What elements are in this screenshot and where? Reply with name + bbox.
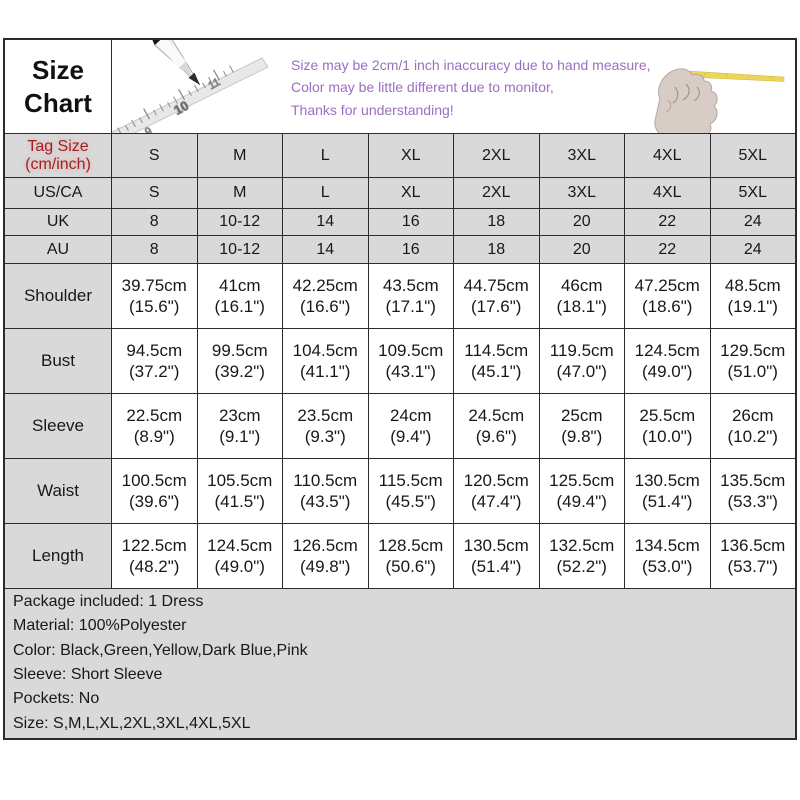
svg-text:9: 9	[143, 125, 154, 133]
